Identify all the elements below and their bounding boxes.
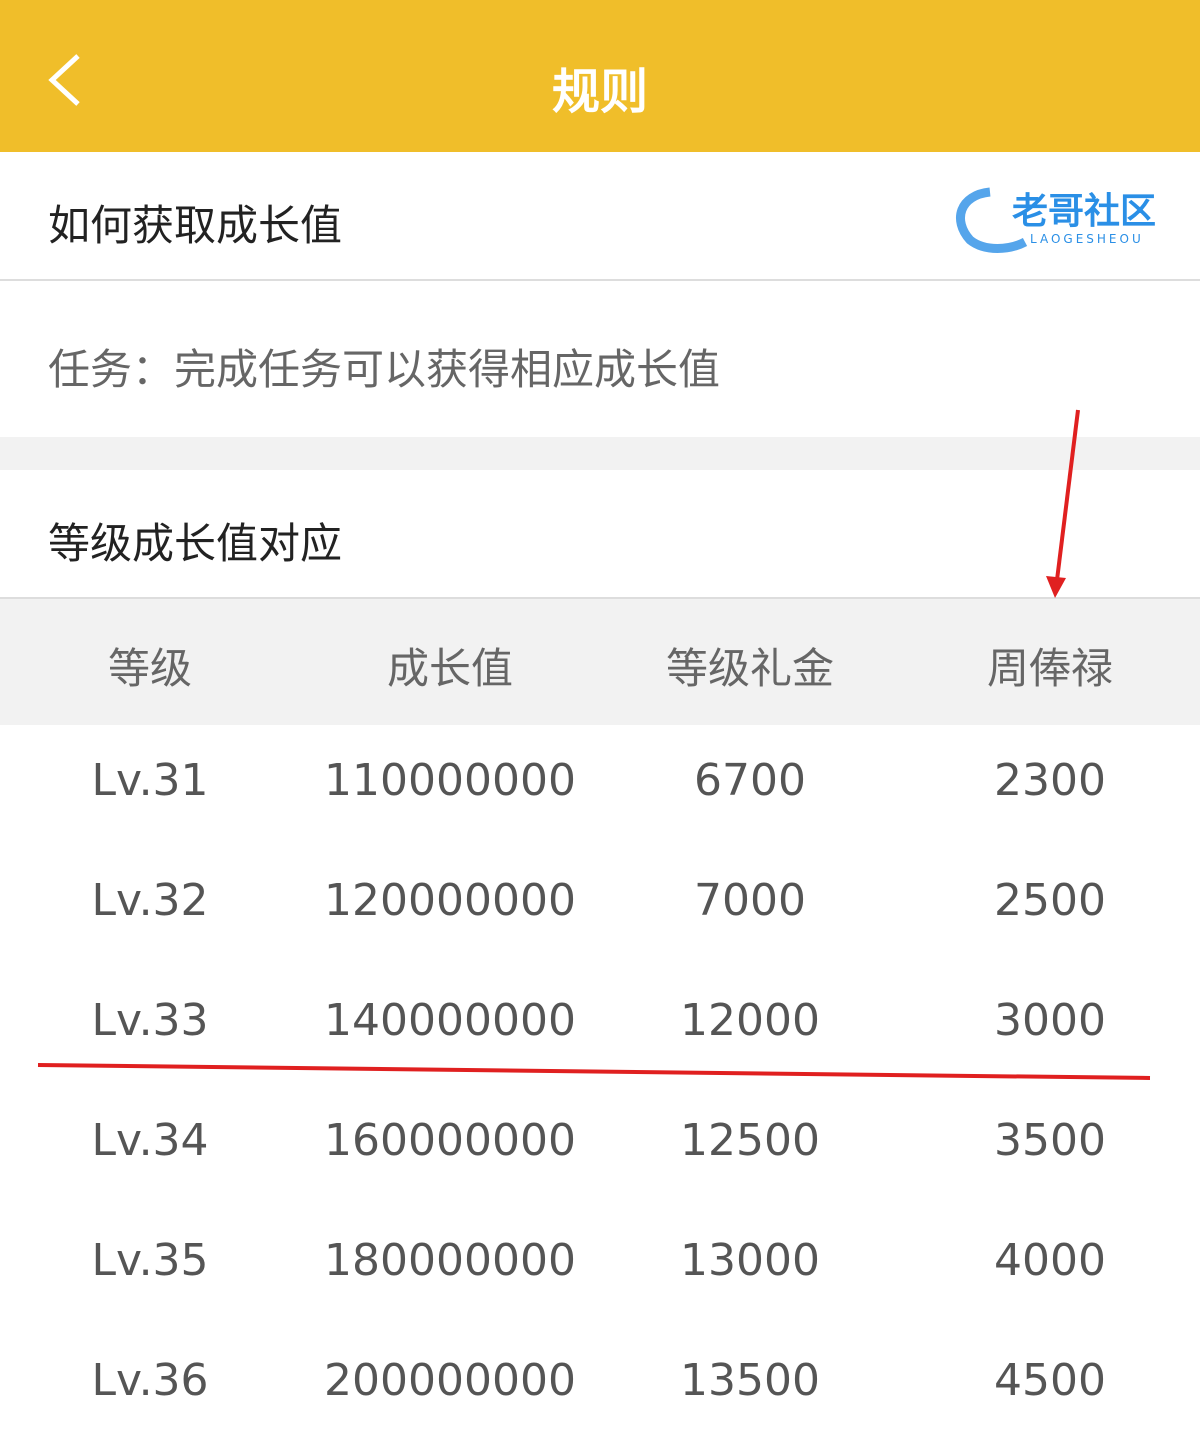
table-row: Lv.36 200000000 13500 4500	[0, 1325, 1200, 1445]
level-cell: Lv.32	[91, 875, 209, 926]
section-gap	[0, 437, 1200, 470]
page-title: 规则	[551, 64, 648, 120]
table-row: Lv.33 140000000 12000 3000	[0, 965, 1200, 1085]
top-bar: 规则	[0, 0, 1200, 152]
level-cell: Lv.33	[91, 995, 209, 1046]
level-cell: Lv.36	[91, 1355, 209, 1406]
annotation-arrow	[1055, 409, 1080, 581]
table-row: Lv.32 120000000 7000 2500	[0, 845, 1200, 965]
back-button[interactable]	[40, 48, 100, 108]
level-cell: Lv.34	[91, 1115, 209, 1166]
level-cell: Lv.31	[91, 755, 209, 806]
growth-value-cell: 140000000	[324, 995, 576, 1046]
table-row: Lv.34 160000000 12500 3500	[0, 1085, 1200, 1205]
section-title-levels: 等级成长值对应	[48, 519, 343, 568]
growth-value-cell: 110000000	[324, 755, 576, 806]
weekly-salary-cell: 4000	[994, 1235, 1106, 1286]
column-header: 等级	[107, 644, 192, 693]
watermark-subtext: LAOGESHEOU	[1030, 232, 1144, 246]
level-bonus-cell: 13000	[680, 1235, 820, 1286]
column-header: 等级礼金	[665, 644, 834, 693]
growth-value-cell: 160000000	[324, 1115, 576, 1166]
level-bonus-cell: 12500	[680, 1115, 820, 1166]
watermark-logo: 老哥社区 LAOGESHEOU	[950, 180, 1190, 260]
watermark-text: 老哥社区	[1012, 191, 1157, 232]
task-description: 任务：完成任务可以获得相应成长值	[48, 345, 721, 394]
table-header: 等级 成长值 等级礼金 周俸禄	[0, 599, 1200, 725]
growth-value-cell: 200000000	[324, 1355, 576, 1406]
column-header: 成长值	[386, 644, 513, 693]
section-title-growth: 如何获取成长值	[48, 201, 343, 250]
divider	[0, 597, 1200, 599]
weekly-salary-cell: 4500	[994, 1355, 1106, 1406]
weekly-salary-cell: 3500	[994, 1115, 1106, 1166]
level-bonus-cell: 13500	[680, 1355, 820, 1406]
table-row: Lv.35 180000000 13000 4000	[0, 1205, 1200, 1325]
weekly-salary-cell: 2300	[994, 755, 1106, 806]
level-bonus-cell: 7000	[694, 875, 806, 926]
column-header: 周俸禄	[986, 644, 1113, 693]
growth-value-cell: 180000000	[324, 1235, 576, 1286]
chevron-left-icon	[48, 54, 80, 106]
table-row: Lv.31 110000000 6700 2300	[0, 725, 1200, 845]
level-bonus-cell: 12000	[680, 995, 820, 1046]
annotation-arrowhead	[1046, 576, 1066, 598]
level-cell: Lv.35	[91, 1235, 209, 1286]
growth-value-cell: 120000000	[324, 875, 576, 926]
weekly-salary-cell: 3000	[994, 995, 1106, 1046]
level-bonus-cell: 6700	[694, 755, 806, 806]
weekly-salary-cell: 2500	[994, 875, 1106, 926]
divider	[0, 279, 1200, 281]
